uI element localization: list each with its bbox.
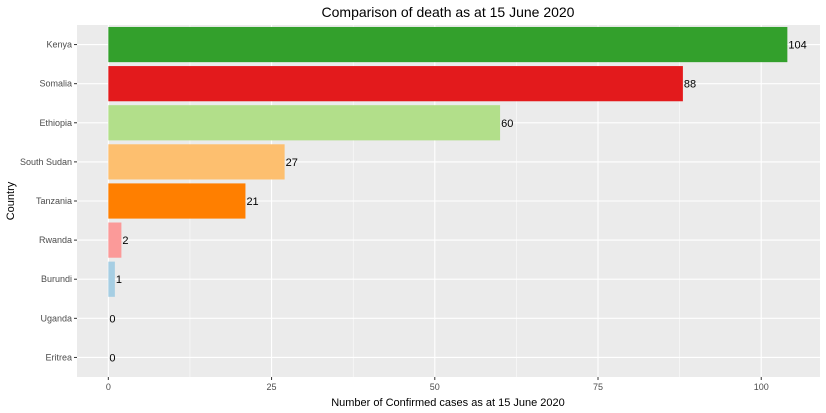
data-label: 60 [501,118,513,130]
y-tick-label: Uganda [40,313,72,323]
bar-somalia [108,66,683,102]
bar-ethiopia [108,105,501,141]
data-label: 1 [116,274,122,286]
y-axis-ticks: Kenya Somalia Ethiopia South Sudan Tanzania R… [20,40,77,362]
bar-burundi [108,261,115,297]
x-tick-label: 75 [593,382,603,392]
y-tick-label: Eritrea [45,352,72,362]
y-tick-label: South Sudan [20,157,72,167]
x-tick-label: 0 [106,382,111,392]
bar-tanzania [108,183,246,219]
bar-kenya [108,26,788,63]
data-label: 27 [286,157,298,169]
y-tick-label: Rwanda [39,235,72,245]
data-label: 0 [109,352,115,364]
chart-title: Comparison of death as at 15 June 2020 [322,4,575,20]
data-label: 2 [122,235,128,247]
data-label: 21 [246,196,258,208]
data-label: 0 [109,313,115,325]
y-tick-label: Somalia [39,79,72,89]
bar-rwanda [108,222,122,258]
y-tick-label: Ethiopia [39,118,72,128]
bars [108,26,788,297]
y-tick-label: Burundi [41,274,72,284]
x-tick-label: 25 [267,382,277,392]
x-tick-label: 100 [754,382,769,392]
x-axis-ticks: 0 25 50 75 100 [106,377,769,392]
y-tick-label: Tanzania [36,196,72,206]
y-tick-label: Kenya [46,40,72,50]
data-label: 104 [788,40,806,52]
x-axis-title: Number of Confirmed cases as at 15 June … [331,397,565,409]
data-label: 88 [684,79,696,91]
y-axis-title: Country [5,181,17,220]
bar-south-sudan [108,144,285,180]
x-tick-label: 50 [430,382,440,392]
